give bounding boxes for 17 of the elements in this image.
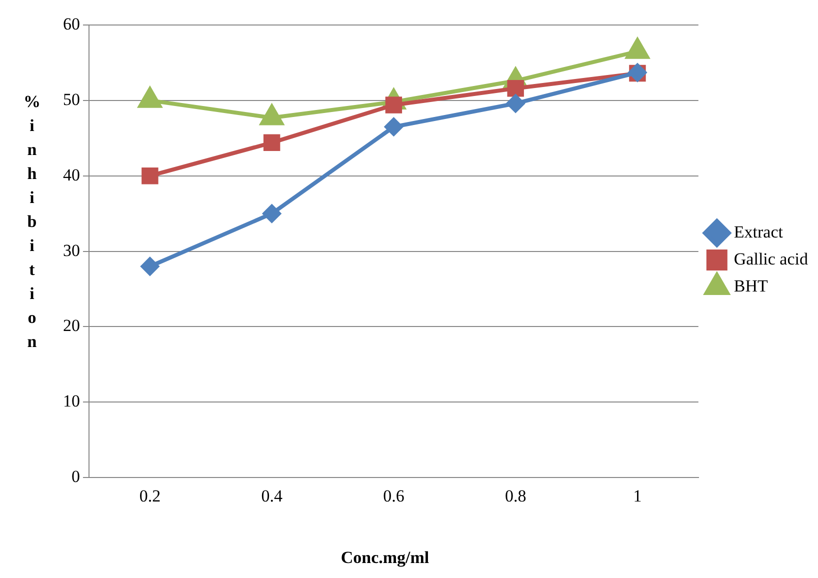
y-tick-label: 20 [63, 316, 80, 336]
y-tick-label: 0 [72, 467, 80, 486]
x-tick-label: 0.4 [261, 486, 283, 506]
x-tick-label: 1 [633, 486, 642, 506]
x-tick-label: 0.6 [383, 486, 404, 506]
y-tick-label: 30 [63, 240, 80, 260]
y-tick-label: 10 [63, 392, 80, 411]
y-tick-label: 60 [63, 14, 80, 34]
legend-label: Gallic acid [734, 249, 808, 268]
x-tick-label: 0.2 [139, 486, 161, 506]
y-tick-label: 40 [63, 165, 80, 184]
y-tick-label: 50 [63, 90, 80, 109]
legend-label: BHT [734, 276, 769, 296]
text: % inhibition [24, 92, 40, 351]
x-axis-title: Conc.mg/ml [340, 548, 430, 568]
legend-label: Extract [734, 222, 784, 242]
x-tick-label: 0.8 [504, 486, 526, 506]
